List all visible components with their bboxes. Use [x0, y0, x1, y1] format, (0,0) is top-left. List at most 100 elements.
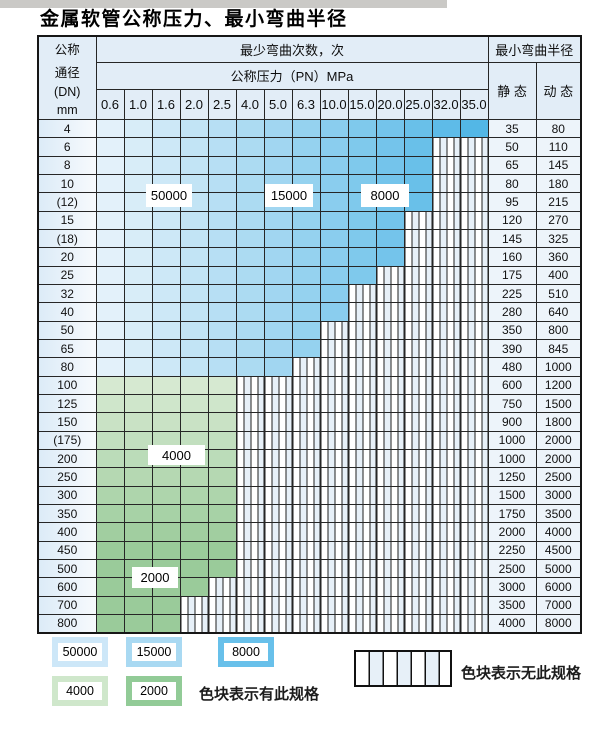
spec-available-cell [263, 357, 293, 377]
table-row: (18) 145 325 [37, 228, 582, 249]
spec-available-cell [151, 393, 181, 414]
dynamic-radius-cell: 325 [535, 228, 582, 249]
spec-available-cell [207, 412, 237, 432]
spec-available-cell [123, 375, 153, 395]
spec-available-cell [95, 467, 125, 487]
spec-available-cell [95, 210, 125, 230]
dn-cell: 40 [37, 302, 97, 322]
page-title: 金属软管公称压力、最小弯曲半径 [40, 8, 348, 30]
spec-available-cell [123, 228, 153, 249]
spec-available-cell [263, 137, 293, 157]
static-radius-cell: 1750 [487, 503, 537, 524]
pressure-value-header: 1.0 [123, 89, 153, 120]
static-radius-cell: 120 [487, 210, 537, 230]
table-row: 20 160 360 [37, 247, 582, 267]
spec-available-cell [319, 302, 349, 322]
table-row: 450 2250 4500 [37, 540, 582, 560]
pressure-value-header: 4.0 [235, 89, 265, 120]
no-spec-cell [459, 320, 489, 340]
scan-artifact-strip [0, 0, 447, 8]
table-row: 8 65 145 [37, 155, 582, 175]
no-spec-cell [347, 467, 377, 487]
dynamic-radius-cell: 3000 [535, 485, 582, 505]
spec-available-cell [207, 558, 237, 579]
dn-cell: 350 [37, 503, 97, 524]
table-row: 600 3000 6000 [37, 577, 582, 597]
no-spec-cell [347, 522, 377, 542]
no-spec-cell [319, 430, 349, 450]
dn-cell: 50 [37, 320, 97, 340]
no-spec-cell [403, 265, 433, 285]
spec-available-cell [207, 320, 237, 340]
no-spec-cell [459, 357, 489, 377]
no-spec-cell [319, 522, 349, 542]
pressure-value-header: 32.0 [431, 89, 461, 120]
no-spec-cell [431, 430, 461, 450]
spec-available-cell [403, 155, 433, 175]
dn-cell: 800 [37, 613, 97, 634]
spec-available-cell [207, 228, 237, 249]
spec-available-cell [179, 118, 209, 139]
no-spec-cell [263, 375, 293, 395]
pressure-value-header: 20.0 [375, 89, 405, 120]
spec-available-cell [95, 265, 125, 285]
spec-table: 公称 通径 (DN) mm 最少弯曲次数，次 最小弯曲半径 公称压力（PN）MPa 静 态动 … [37, 35, 583, 634]
no-spec-cell [263, 540, 293, 560]
no-spec-cell [375, 283, 405, 304]
spec-available-cell [235, 192, 265, 212]
no-spec-cell [375, 302, 405, 322]
no-spec-cell [291, 613, 321, 634]
spec-available-cell [319, 118, 349, 139]
spec-available-cell [207, 357, 237, 377]
spec-available-cell [179, 228, 209, 249]
dn-cell: 600 [37, 577, 97, 597]
no-spec-cell [263, 430, 293, 450]
spec-available-cell [207, 173, 237, 194]
dynamic-header: 动 态 [535, 61, 582, 120]
spec-available-cell [95, 283, 125, 304]
spec-available-cell [95, 613, 125, 634]
static-radius-cell: 95 [487, 192, 537, 212]
dn-cell: 700 [37, 595, 97, 615]
dynamic-radius-cell: 4500 [535, 540, 582, 560]
spec-available-cell [375, 247, 405, 267]
no-spec-cell [319, 448, 349, 469]
no-spec-cell [235, 503, 265, 524]
table-row: 100 600 1200 [37, 375, 582, 395]
spec-available-cell [291, 283, 321, 304]
no-spec-cell [375, 503, 405, 524]
no-spec-cell [375, 540, 405, 560]
no-spec-cell [431, 613, 461, 634]
no-spec-cell [431, 338, 461, 359]
spec-available-cell [263, 155, 293, 175]
spec-available-cell [151, 503, 181, 524]
no-spec-cell [375, 613, 405, 634]
no-spec-cell [459, 338, 489, 359]
no-spec-cell [347, 448, 377, 469]
no-spec-cell [319, 503, 349, 524]
spec-available-cell [207, 137, 237, 157]
no-spec-cell [375, 338, 405, 359]
no-spec-cell [459, 412, 489, 432]
no-spec-cell [235, 613, 265, 634]
static-radius-cell: 1500 [487, 485, 537, 505]
static-radius-cell: 390 [487, 338, 537, 359]
spec-available-cell [263, 283, 293, 304]
no-spec-cell [347, 320, 377, 340]
no-spec-cell [207, 577, 237, 597]
spec-available-cell [207, 118, 237, 139]
spec-available-cell [151, 540, 181, 560]
no-spec-cell [403, 522, 433, 542]
spec-available-cell [207, 522, 237, 542]
no-spec-cell [375, 430, 405, 450]
no-spec-cell [459, 265, 489, 285]
spec-available-cell [179, 467, 209, 487]
no-spec-cell [431, 265, 461, 285]
dn-cell: (12) [37, 192, 97, 212]
spec-available-cell [291, 228, 321, 249]
no-spec-cell [403, 485, 433, 505]
dynamic-radius-cell: 800 [535, 320, 582, 340]
table-row: 150 900 1800 [37, 412, 582, 432]
spec-available-cell [179, 393, 209, 414]
dn-cell: 400 [37, 522, 97, 542]
